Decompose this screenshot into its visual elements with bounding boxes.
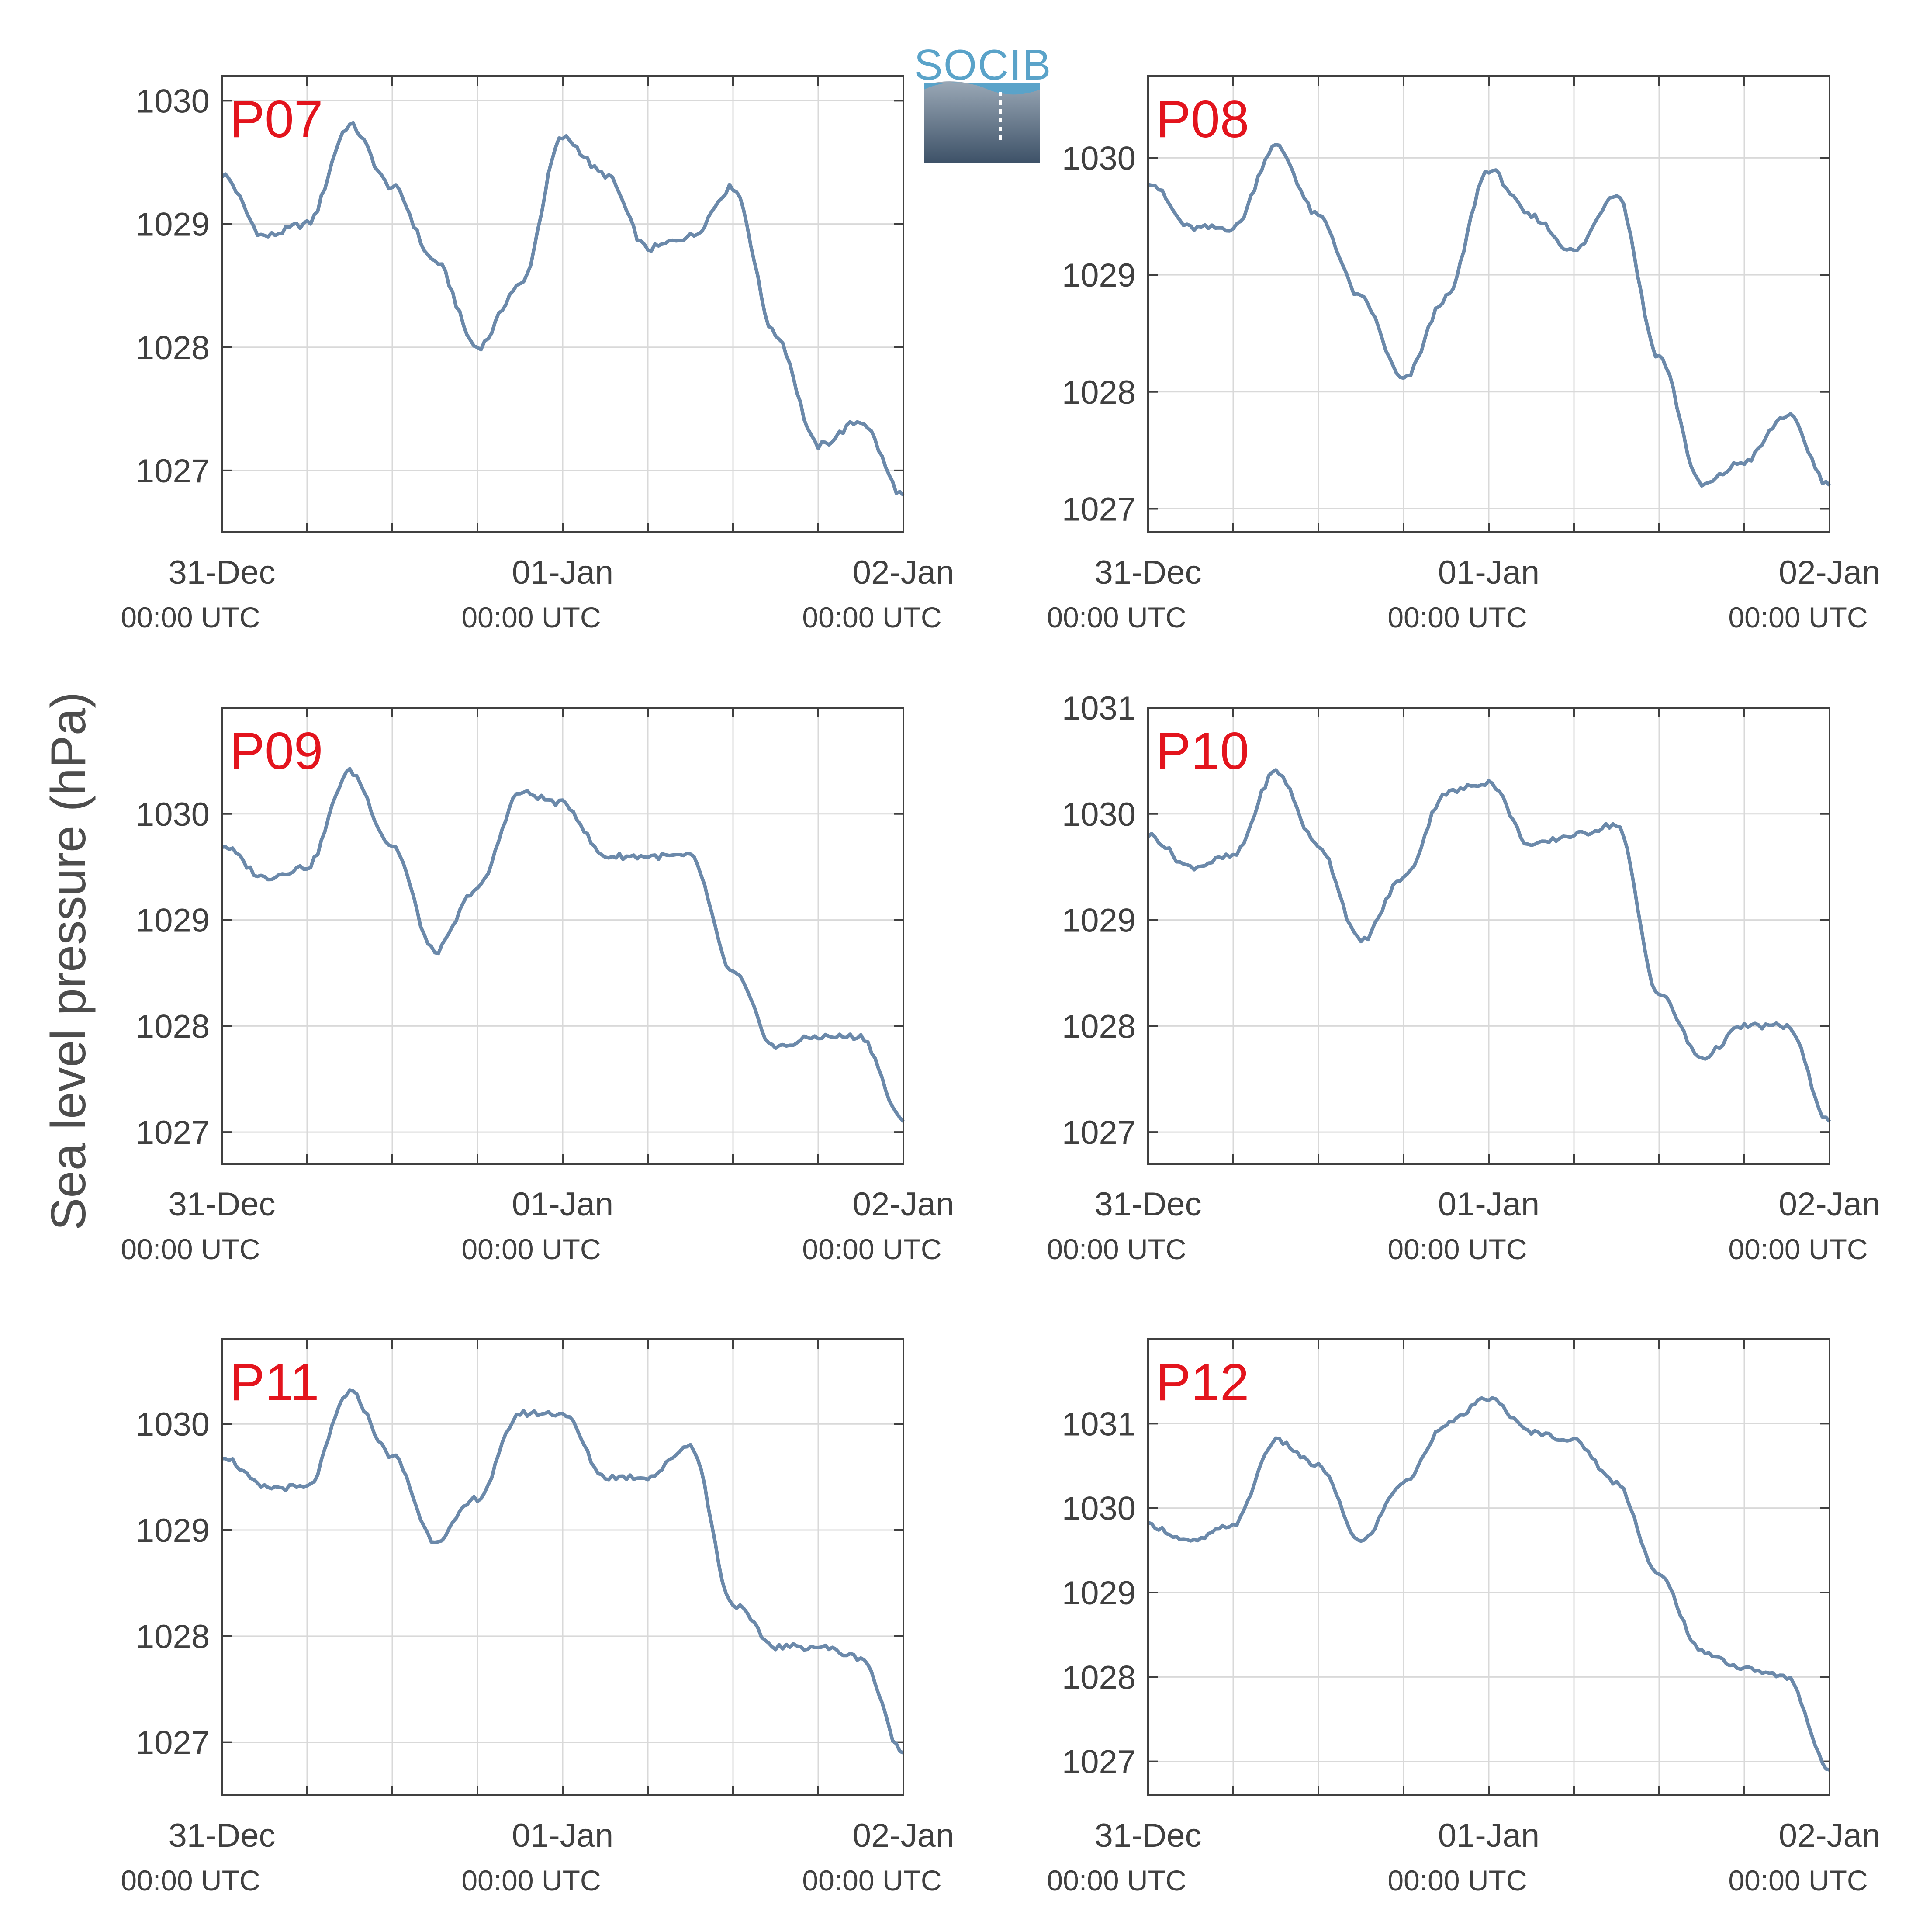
plot-frame [1147,75,1830,533]
x-tick-label-day: 31-Dec [169,1817,276,1854]
y-tick-label: 1028 [136,1008,210,1045]
socib-logo: SOCIB [914,41,1052,163]
plot-frame [221,1338,904,1796]
y-tick-label: 1030 [136,83,210,120]
y-tick-label: 1031 [1062,1406,1136,1443]
x-tick-label-day: 01-Jan [512,1186,613,1223]
station-label: P07 [230,90,323,149]
series-line-p11 [222,1388,904,1755]
y-tick-label: 1029 [1062,1575,1136,1612]
x-tick-label-time: 00:00 UTC [802,1864,941,1897]
y-tick-label: 1028 [136,329,210,367]
x-tick-label-time: 00:00 UTC [1387,1233,1527,1265]
y-tick-label: 1027 [1062,1114,1136,1151]
x-tick-label-time: 00:00 UTC [1728,601,1868,634]
plot-frame [1147,707,1830,1165]
plot-frame [221,75,904,533]
plot-frame [221,707,904,1165]
panel-p08: 1027 1028 1029 1030 31-Dec 00:00 UTC 01-Jan 00:… [1047,75,1880,634]
x-tick-label-time: 00:00 UTC [461,1864,601,1897]
station-label: P09 [230,722,323,780]
y-tick-label: 1029 [136,206,210,243]
x-tick-label-day: 02-Jan [1779,1817,1880,1854]
y-tick-label: 1029 [136,1512,210,1549]
x-tick-label-day: 31-Dec [169,1186,276,1223]
y-tick-label: 1027 [1062,1744,1136,1781]
y-tick-label: 1028 [1062,1008,1136,1045]
series-line-p09 [221,767,905,1123]
station-label: P10 [1156,722,1249,780]
plot-frame [1147,1338,1830,1796]
series-line-p07 [221,121,905,497]
panel-p12: 1027 1028 1029 1030 1031 31-Dec 00:00 UTC 01-Ja… [1047,1338,1880,1897]
x-tick-label-time: 00:00 UTC [1387,1864,1527,1897]
y-tick-label: 1029 [1062,902,1136,939]
y-tick-label: 1030 [136,796,210,833]
y-tick-label: 1030 [1062,1490,1136,1527]
station-label: P12 [1156,1353,1249,1412]
x-tick-label-time: 00:00 UTC [802,601,941,634]
x-tick-label-day: 01-Jan [1438,1186,1539,1223]
series-line-p08 [1148,143,1831,488]
y-tick-label: 1027 [136,1114,210,1151]
x-tick-label-day: 01-Jan [512,1817,613,1854]
y-tick-label: 1029 [136,902,210,939]
x-tick-label-time: 00:00 UTC [1047,1233,1186,1265]
x-tick-label-day: 02-Jan [853,554,954,591]
x-tick-label-time: 00:00 UTC [121,1233,260,1265]
y-tick-label: 1029 [1062,257,1136,294]
x-tick-label-day: 01-Jan [512,554,613,591]
x-tick-label-day: 31-Dec [1095,1817,1202,1854]
y-tick-label: 1030 [1062,140,1136,177]
x-tick-label-time: 00:00 UTC [461,601,601,634]
y-tick-label: 1027 [136,453,210,490]
x-tick-label-time: 00:00 UTC [1728,1233,1868,1265]
x-tick-label-day: 01-Jan [1438,1817,1539,1854]
y-tick-label: 1028 [1062,1659,1136,1696]
station-label: P08 [1156,90,1249,149]
x-tick-label-day: 02-Jan [853,1817,954,1854]
x-tick-label-day: 02-Jan [853,1186,954,1223]
y-tick-label: 1030 [1062,796,1136,833]
series-line-p10 [1147,768,1831,1123]
x-tick-label-day: 31-Dec [1095,1186,1202,1223]
x-tick-label-day: 02-Jan [1779,554,1880,591]
x-tick-label-time: 00:00 UTC [121,1864,260,1897]
series-line-p12 [1147,1396,1830,1772]
panel-p10: 1027 1028 1029 1030 1031 31-Dec 00:00 UTC 01-Ja… [1047,690,1880,1265]
x-tick-label-time: 00:00 UTC [121,601,260,634]
panel-p07: 1027 1028 1029 1030 31-Dec 00:00 UTC 01-Jan 00:… [121,75,954,634]
x-tick-label-time: 00:00 UTC [1387,601,1527,634]
socib-logo-text: SOCIB [914,41,1052,89]
x-tick-label-day: 02-Jan [1779,1186,1880,1223]
panel-p11: 1027 1028 1029 1030 31-Dec 00:00 UTC 01-Jan 00:… [121,1338,954,1897]
x-tick-label-day: 31-Dec [1095,554,1202,591]
x-tick-label-time: 00:00 UTC [1047,601,1186,634]
x-tick-label-day: 01-Jan [1438,554,1539,591]
x-tick-label-time: 00:00 UTC [1728,1864,1868,1897]
x-tick-label-time: 00:00 UTC [461,1233,601,1265]
y-axis-label: Sea level pressure (hPa) [41,692,96,1231]
y-tick-label: 1028 [1062,374,1136,411]
station-label: P11 [230,1353,319,1412]
y-tick-label: 1031 [1062,690,1136,727]
y-tick-label: 1027 [1062,491,1136,528]
panel-p09: 1027 1028 1029 1030 31-Dec 00:00 UTC 01-Jan 00:… [121,707,954,1265]
y-tick-label: 1028 [136,1618,210,1655]
y-tick-label: 1027 [136,1724,210,1762]
x-tick-label-day: 31-Dec [169,554,276,591]
x-tick-label-time: 00:00 UTC [1047,1864,1186,1897]
x-tick-label-time: 00:00 UTC [802,1233,941,1265]
y-tick-label: 1030 [136,1406,210,1443]
